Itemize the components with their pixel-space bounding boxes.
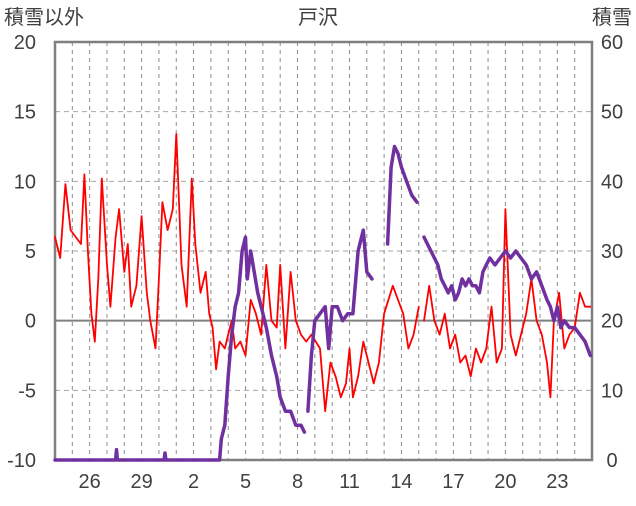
snow-depth-line <box>306 228 374 413</box>
right-tick-label: 50 <box>601 102 623 124</box>
axes <box>53 40 594 462</box>
series-lines <box>53 133 593 462</box>
left-tick-label: -10 <box>7 450 36 472</box>
other-elements-line <box>54 133 420 413</box>
x-tick-label: 17 <box>442 471 464 493</box>
left-tick-label: -5 <box>18 380 36 402</box>
other-elements-line <box>423 208 592 399</box>
left-tick-label: 0 <box>25 311 36 333</box>
x-tick-label: 14 <box>390 471 412 493</box>
right-tick-label: 0 <box>606 450 617 472</box>
x-tick-label: 26 <box>79 471 101 493</box>
right-axis-title: 積雪 <box>592 6 632 29</box>
right-tick-label: 60 <box>601 32 623 54</box>
x-tick-label: 2 <box>188 471 199 493</box>
x-tick-label: 23 <box>546 471 568 493</box>
x-tick-label: 20 <box>494 471 516 493</box>
right-tick-label: 30 <box>601 241 623 263</box>
axis-labels: -10 -5 0 5 10 15 20 0 10 20 30 40 50 60 26 29 2 5 8 11 14 17 2… <box>4 6 632 493</box>
right-tick-label: 20 <box>601 311 623 333</box>
left-tick-label: 20 <box>14 32 36 54</box>
left-axis-title: 積雪以外 <box>4 6 84 29</box>
left-tick-label: 10 <box>14 171 36 193</box>
x-tick-label: 5 <box>240 471 251 493</box>
snow-depth-line <box>422 235 593 358</box>
right-tick-label: 40 <box>601 171 623 193</box>
x-tick-label: 29 <box>130 471 152 493</box>
left-tick-label: 15 <box>14 102 36 124</box>
left-tick-label: 5 <box>25 241 36 263</box>
right-tick-label: 10 <box>601 380 623 402</box>
x-tick-label: 11 <box>339 471 360 493</box>
chart-title: 戸沢 <box>298 6 338 29</box>
snow-depth-line <box>385 144 419 246</box>
snow-depth-line <box>53 235 307 462</box>
plot-border <box>53 40 594 462</box>
x-tick-label: 8 <box>292 471 303 493</box>
